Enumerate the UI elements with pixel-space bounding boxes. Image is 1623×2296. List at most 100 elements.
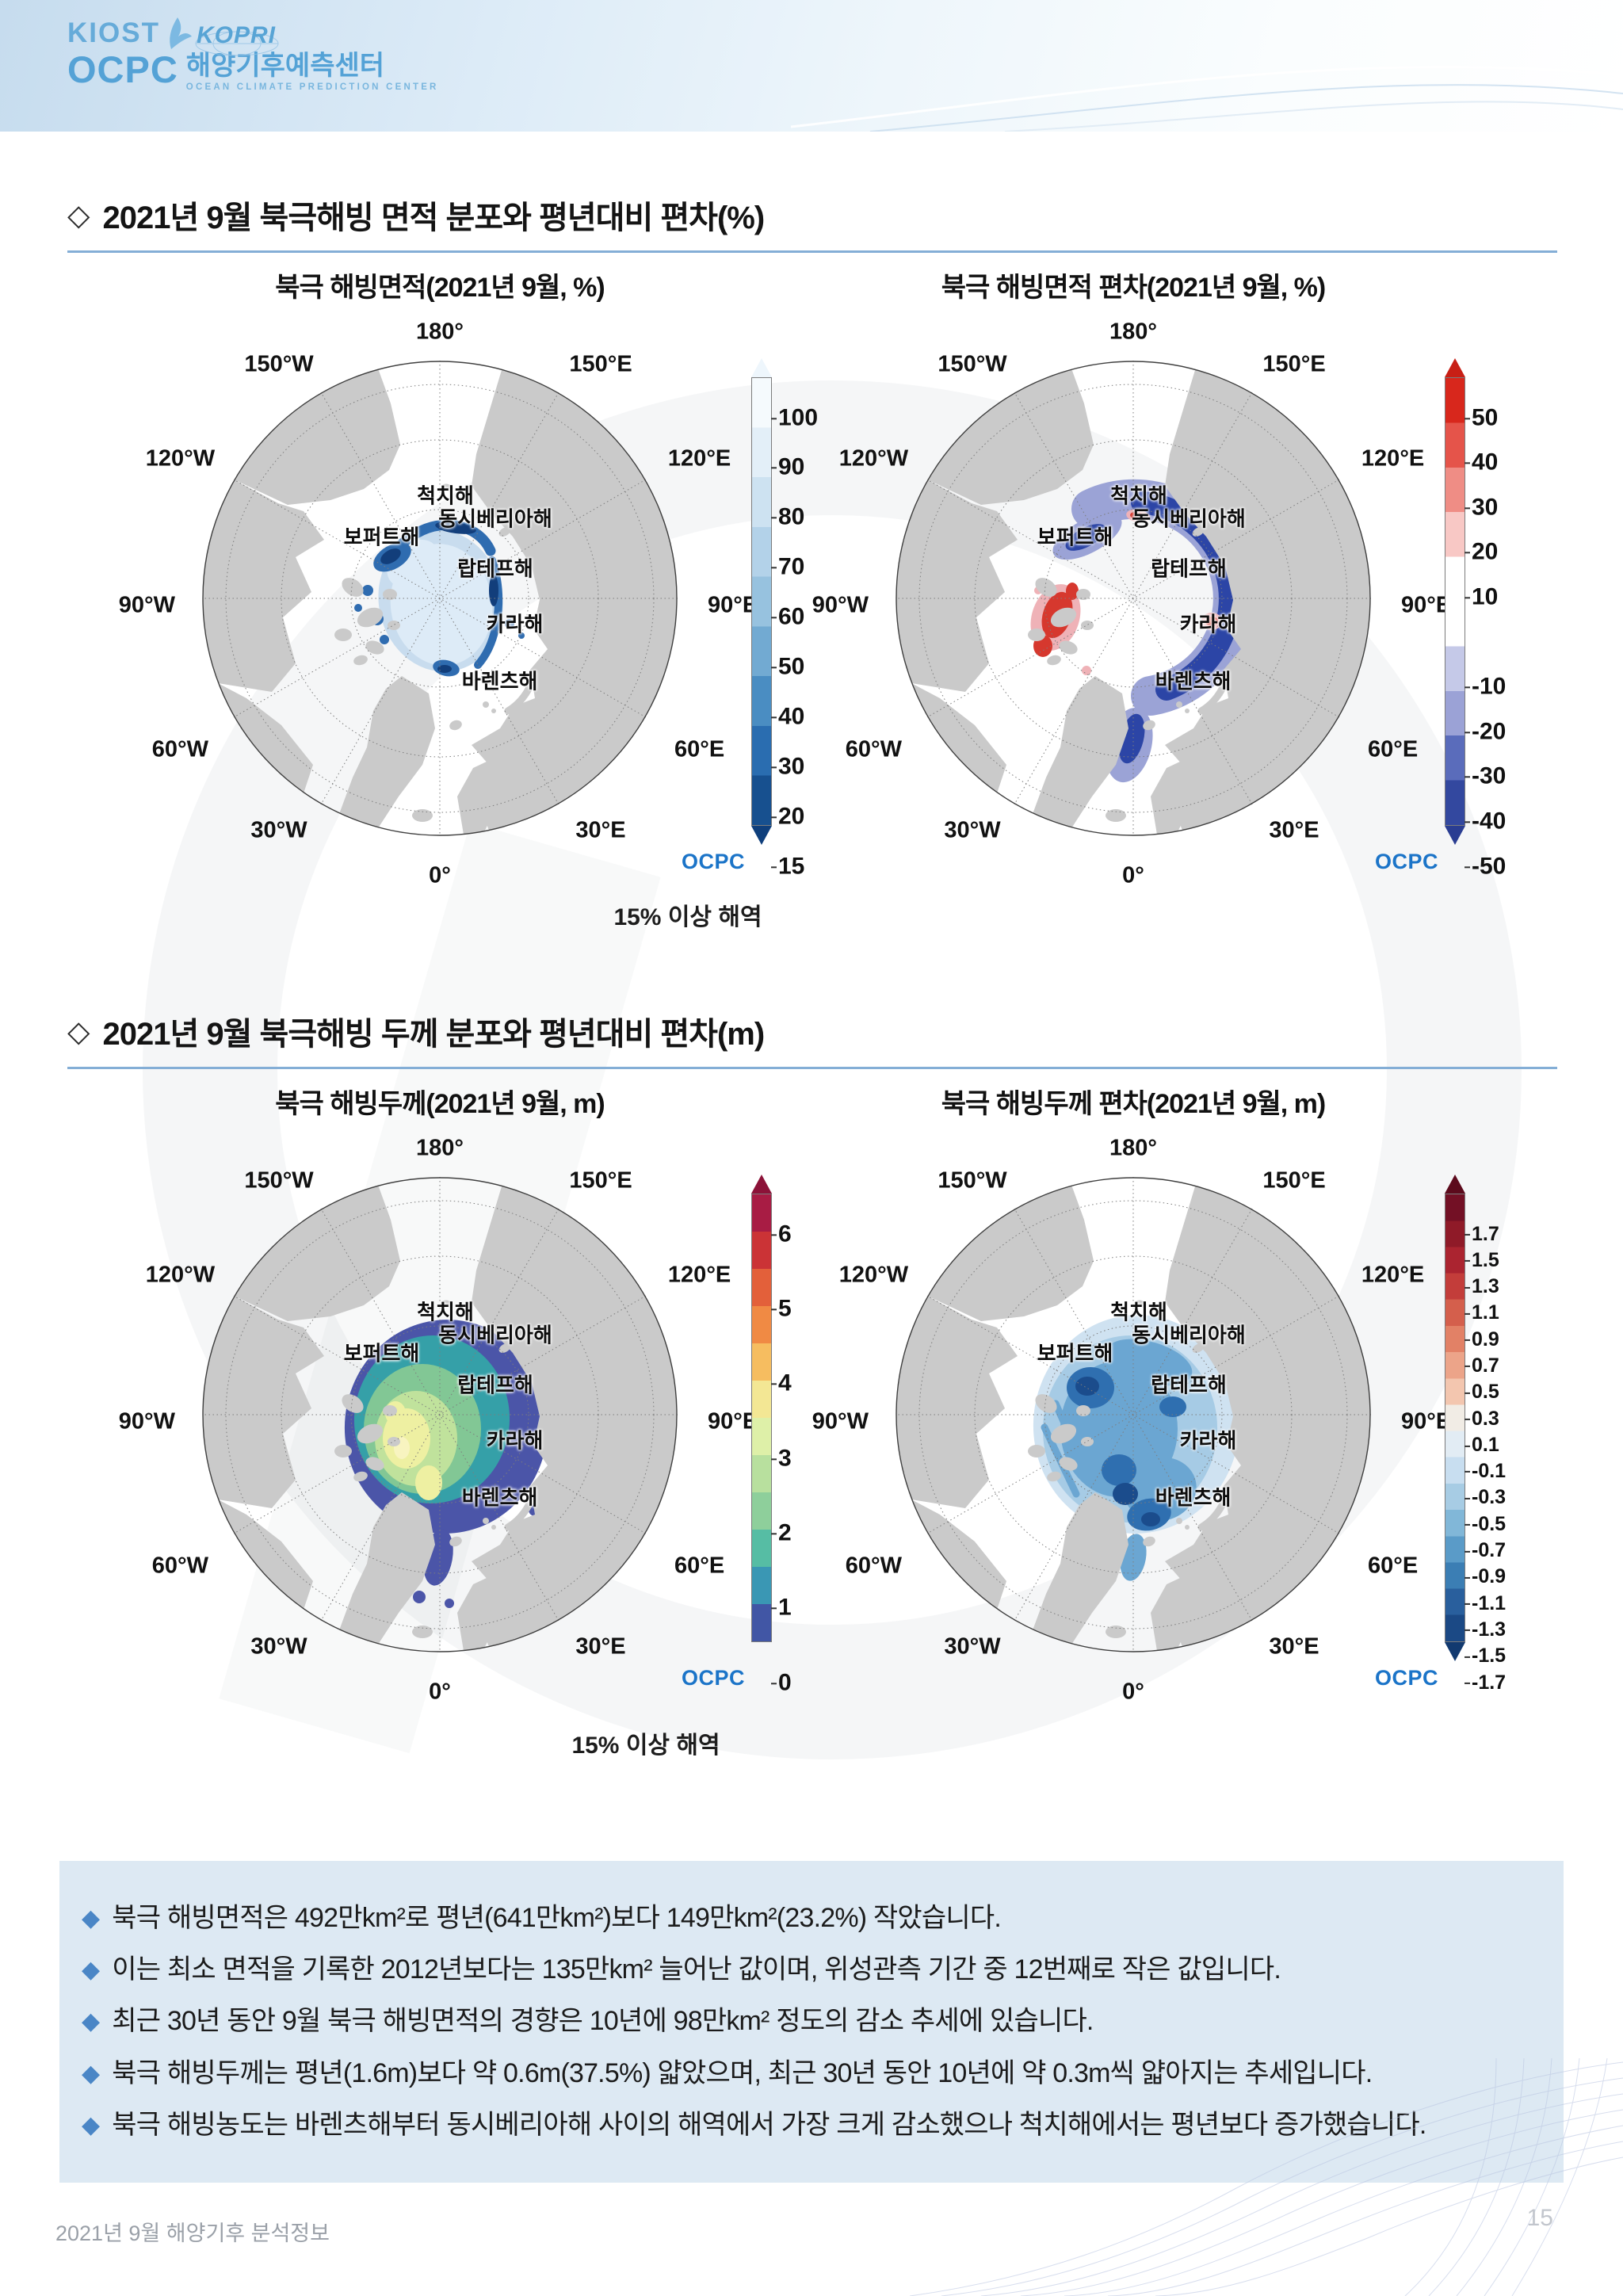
colorbar-tick: -0.9 [1464, 1565, 1507, 1588]
diamond-bullet-icon: ◆ [82, 1957, 100, 1984]
longitude-label: 0° [429, 862, 451, 888]
longitude-label: 60°E [1367, 736, 1419, 762]
summary-text: 북극 해빙두께는 평년(1.6m)보다 약 0.6m(37.5%) 얇았으며, … [112, 2057, 1373, 2088]
sea-name-label: 랍테프해 [457, 1373, 533, 1397]
longitude-label: 30°E [1269, 1633, 1319, 1660]
sea-name-label: 바렌츠해 [1155, 1485, 1232, 1510]
longitude-label: 150°E [569, 351, 632, 377]
sea-name-label: 바렌츠해 [461, 669, 538, 693]
longitude-label: 30°E [575, 817, 626, 843]
colorbar-arrow-up-icon [751, 357, 772, 377]
colorbar-arrow-up-icon [1445, 1174, 1465, 1194]
longitude-label: 30°E [575, 1633, 626, 1660]
colorbar-tick: 1 [771, 1594, 792, 1621]
longitude-label: 90°W [812, 592, 869, 617]
colorbar-tick: 1.7 [1465, 1222, 1499, 1245]
sea-name-label: 카라해 [486, 612, 544, 636]
diamond-bullet-icon: ◆ [82, 2111, 100, 2138]
colorbar-tick: 5 [771, 1295, 792, 1322]
summary-text: 이는 최소 면적을 기록한 2012년보다는 135만km² 늘어난 값이며, … [112, 1954, 1281, 1985]
header-logo: KIOST KOPRI OCPC 해양기후예측센터 OCEAN CLIMATE … [67, 16, 439, 92]
colorbar-tick: 0.5 [1465, 1381, 1499, 1404]
sea-name-label: 보퍼트해 [343, 1341, 420, 1366]
colorbar-tick: 0.7 [1465, 1354, 1499, 1377]
longitude-label: 90°E [707, 592, 758, 617]
ocpc-mini-logo: OCPC [1375, 849, 1439, 873]
longitude-label: 120°E [667, 445, 731, 472]
colorbar-tick: 0 [771, 1668, 792, 1695]
section-title: 2021년 9월 북극해빙 면적 분포와 평년대비 편차(%) [102, 201, 765, 235]
figure-title: 북극 해빙면적(2021년 9월, %) [275, 272, 605, 303]
colorbar-tick: -30 [1464, 762, 1507, 789]
sea-name-label: 카라해 [486, 1428, 544, 1453]
figure-ice-area-anomaly: 북극 해빙면적 편차(2021년 9월, %) [761, 266, 1522, 904]
summary-text: 북극 해빙면적은 492만km²로 평년(641만km²)보다 149만km²(… [112, 1903, 1001, 1933]
colorbar-tick: 80 [770, 503, 805, 530]
summary-bullet: ◆ 이는 최소 면적을 기록한 2012년보다는 135만km² 늘어난 값이며… [82, 1946, 1508, 1994]
longitude-label: 150°W [938, 1167, 1007, 1194]
longitude-label: 180° [416, 1135, 464, 1161]
colorbar-ice-thickness-anomaly: 1.7 1.5 1.3 1.1 0.9 0.7 0.5 0.3 0.1 -0.1 -0.3 -0.5 -… [1445, 1174, 1579, 1693]
ocpc-mini-logo: OCPC [1375, 1665, 1439, 1690]
sea-name-label: 카라해 [1179, 612, 1237, 636]
colorbar-tick: -10 [1464, 673, 1507, 700]
longitude-label: 60°E [674, 1553, 725, 1578]
colorbar-tick: 1.5 [1465, 1248, 1499, 1271]
map-canvas [895, 360, 1372, 836]
sea-name-label: 동시베리아해 [438, 506, 552, 531]
diamond-bullet-icon: ◆ [82, 1905, 100, 1931]
colorbar-tick: -50 [1464, 852, 1507, 879]
longitude-label: 0° [1122, 862, 1144, 888]
map-canvas [201, 1176, 678, 1652]
longitude-label: 180° [1109, 319, 1157, 345]
section-title: 2021년 9월 북극해빙 두께 분포와 평년대비 편차(m) [102, 1017, 765, 1052]
sea-name-label: 바렌츠해 [1155, 669, 1232, 693]
longitude-label: 120°E [667, 1262, 731, 1288]
longitude-label: 120°E [1361, 1262, 1425, 1288]
map-note: 15% 이상 해역 [571, 1733, 720, 1759]
map-canvas [895, 1176, 1372, 1652]
sea-name-label: 척치해 [417, 483, 474, 507]
longitude-label: 30°W [944, 817, 1001, 843]
globe-icon [195, 31, 279, 56]
summary-text: 북극 해빙농도는 바렌츠해부터 동시베리아해 사이의 해역에서 가장 크게 감소… [112, 2109, 1426, 2140]
longitude-label: 30°W [944, 1633, 1001, 1660]
sea-name-label: 동시베리아해 [1132, 506, 1246, 531]
colorbar-tick: 70 [770, 553, 805, 580]
figure-ice-area: 북극 해빙면적(2021년 9월, %) [67, 266, 828, 904]
colorbar-tick: 2 [771, 1519, 792, 1546]
longitude-label: 150°W [244, 1167, 314, 1194]
polar-map-ice-area: 180° 150°W 150°E 120°W 120°E 90°W 90°E 60°W 60°E… [119, 317, 758, 888]
section-rule [67, 1067, 1557, 1069]
sea-name-label: 보퍼트해 [343, 525, 420, 549]
longitude-label: 30°E [1269, 817, 1319, 843]
longitude-label: 90°E [707, 1408, 758, 1434]
colorbar-tick: 4 [771, 1370, 792, 1396]
colorbar-ice-area-anomaly: 50 40 30 20 10 -10 -20 -30 -40 -50 [1445, 357, 1579, 879]
colorbar-tick: -20 [1464, 718, 1507, 745]
fish-icon [170, 17, 192, 49]
colorbar-arrow-down-icon [1445, 825, 1465, 845]
footer-text: 2021년 9월 해양기후 분석정보 [55, 2222, 330, 2245]
longitude-label: 60°W [845, 736, 903, 762]
colorbar-tick: 6 [771, 1220, 792, 1247]
thickness-anomaly-layer [1033, 1314, 1240, 1581]
sea-name-label: 바렌츠해 [461, 1485, 538, 1510]
figure-ice-thickness: 북극 해빙두께(2021년 9월, m) [67, 1082, 828, 1720]
longitude-label: 150°W [244, 351, 314, 377]
longitude-label: 90°W [812, 1408, 869, 1434]
longitude-label: 60°W [151, 1553, 209, 1578]
colorbar-tick: 0.9 [1465, 1328, 1499, 1350]
summary-bullet: ◆ 최근 30년 동안 9월 북극 해빙면적의 경향은 10년에 98만km² … [82, 1997, 1508, 2046]
colorbar-tick: 50 [1464, 403, 1499, 430]
longitude-label: 180° [416, 319, 464, 345]
polar-map-ice-thickness: 180° 150°W 150°E 120°W 120°E 90°W 90°E 60°W 60°E… [119, 1133, 758, 1705]
longitude-label: 120°E [1361, 445, 1425, 472]
colorbar-tick: 40 [1464, 449, 1499, 476]
ocpc-mini-logo: OCPC [682, 1665, 746, 1690]
section-diamond-icon: ◇ [67, 1014, 90, 1048]
kiost-wordmark: KIOST [67, 17, 160, 48]
longitude-label: 120°W [838, 1262, 909, 1288]
summary-bullet: ◆ 북극 해빙농도는 바렌츠해부터 동시베리아해 사이의 해역에서 가장 크게 … [82, 2101, 1508, 2149]
summary-box: ◆ 북극 해빙면적은 492만km²로 평년(641만km²)보다 149만km… [59, 1861, 1564, 2183]
